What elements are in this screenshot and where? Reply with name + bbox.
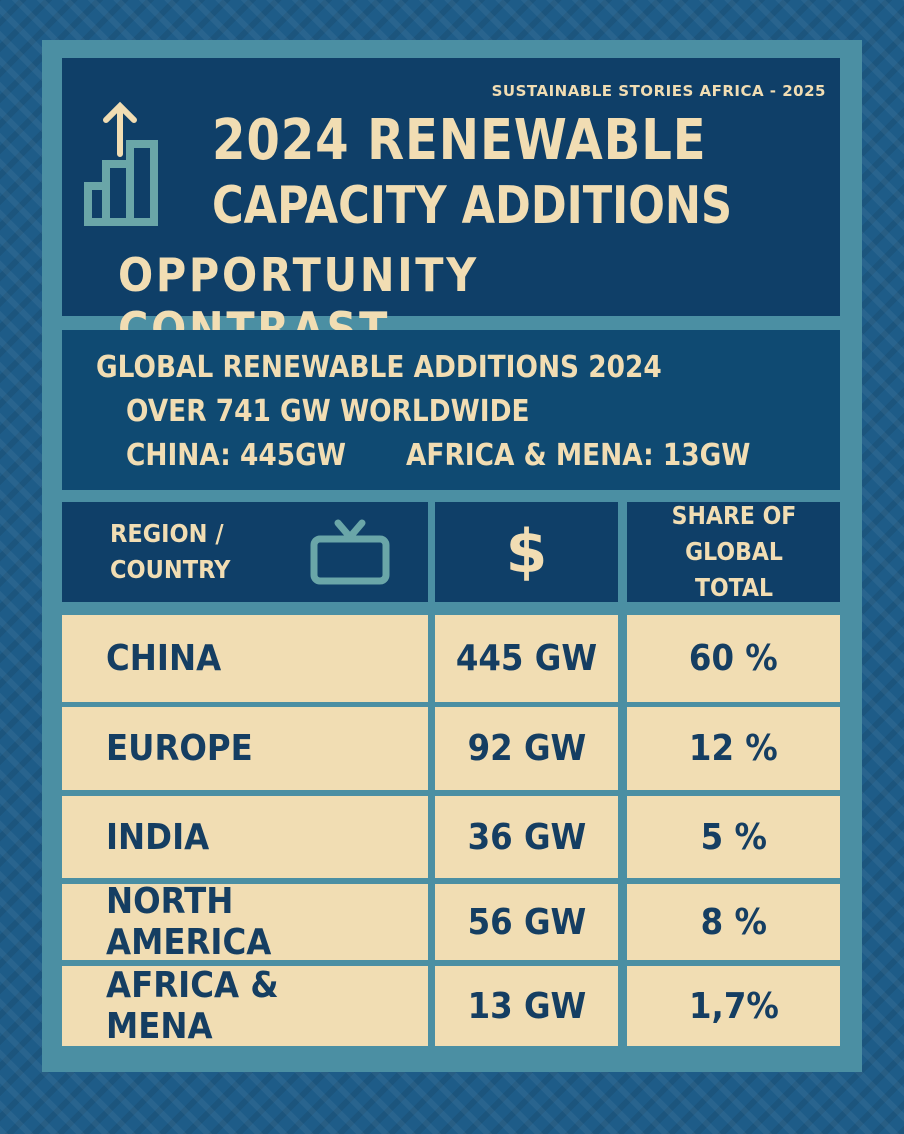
- bar-chart-up-arrow-icon: [84, 101, 158, 226]
- summary-total: OVER 741 GW WORLDWIDE: [126, 394, 530, 429]
- share-value: 1,7%: [688, 985, 779, 1027]
- capacity-value: 36 GW: [467, 816, 586, 858]
- capacity-value: 56 GW: [467, 901, 586, 943]
- header-panel: SUSTAINABLE STORIES AFRICA - 2025 2024 R…: [62, 58, 840, 356]
- tagline: SUSTAINABLE STORIES AFRICA - 2025: [491, 82, 826, 100]
- tv-icon: [310, 519, 390, 585]
- table-cell-capacity: 445 GW: [435, 615, 618, 702]
- table-cell-region: INDIA: [62, 796, 428, 878]
- table-cell-share: 1,7%: [627, 966, 840, 1046]
- region-value: EUROPE: [106, 728, 253, 769]
- region-value: NORTH AMERICA: [106, 881, 272, 963]
- region-value: AFRICA & MENA: [106, 965, 279, 1047]
- share-value: 60 %: [689, 638, 778, 679]
- share-value: 5 %: [700, 816, 767, 858]
- table-cell-region: AFRICA & MENA: [62, 965, 428, 1047]
- title-line-1: 2024 RENEWABLE: [212, 108, 707, 173]
- dollar-icon: $: [505, 517, 548, 587]
- share-value: 8 %: [700, 901, 767, 943]
- capacity-value: 445 GW: [455, 638, 598, 679]
- summary-china: CHINA: 445GW: [126, 438, 346, 473]
- header-share-label: SHARE OF GLOBAL TOTAL: [671, 501, 796, 602]
- table-cell-share: 12 %: [627, 707, 840, 790]
- region-value: CHINA: [106, 638, 222, 679]
- summary-africa: AFRICA & MENA: 13GW: [406, 438, 751, 473]
- table-cell-capacity: 13 GW: [435, 966, 618, 1046]
- summary-panel: GLOBAL RENEWABLE ADDITIONS 2024 OVER 741…: [62, 330, 840, 490]
- title-line-2: CAPACITY ADDITIONS: [212, 176, 733, 236]
- capacity-value: 13 GW: [467, 985, 586, 1027]
- region-value: INDIA: [106, 816, 210, 858]
- header-share: SHARE OF GLOBAL TOTAL: [627, 501, 840, 602]
- table-cell-share: 8 %: [627, 884, 840, 960]
- table-cell-capacity: 36 GW: [435, 796, 618, 878]
- table-cell-share: 60 %: [627, 615, 840, 702]
- table-cell-capacity: 92 GW: [435, 707, 618, 790]
- header-region-label: REGION / COUNTRY: [110, 519, 231, 584]
- table-cell-region: CHINA: [62, 615, 428, 702]
- share-value: 12 %: [689, 728, 778, 769]
- table-cell-share: 5 %: [627, 796, 840, 878]
- capacity-value: 92 GW: [467, 728, 586, 769]
- header-capacity: $: [435, 502, 618, 602]
- header-region: REGION / COUNTRY: [62, 502, 428, 602]
- table-cell-region: EUROPE: [62, 707, 428, 790]
- table-cell-region: NORTH AMERICA: [62, 881, 428, 963]
- summary-heading: GLOBAL RENEWABLE ADDITIONS 2024: [96, 350, 662, 385]
- table-cell-capacity: 56 GW: [435, 884, 618, 960]
